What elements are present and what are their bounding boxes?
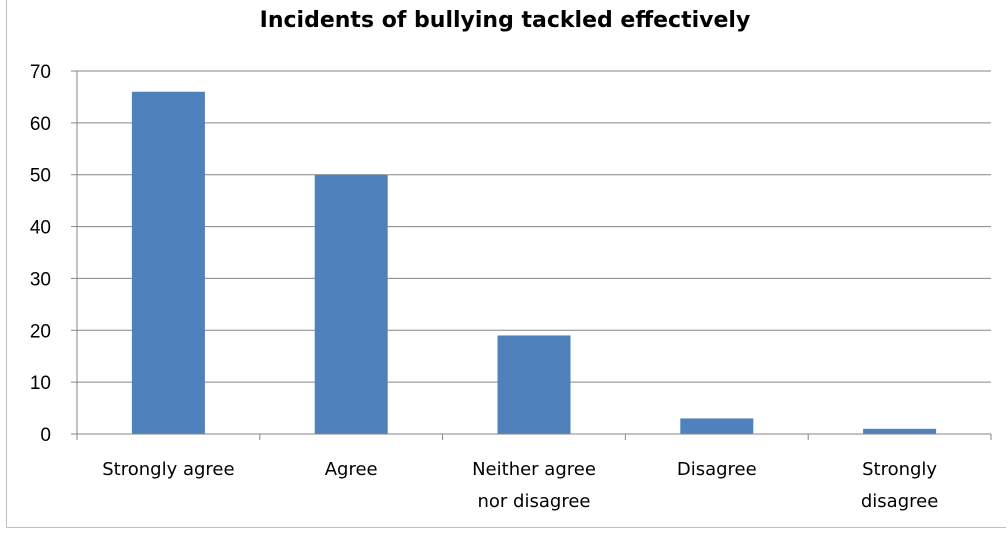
y-tick-label: 10: [30, 373, 51, 394]
x-category-label: Neither agree: [472, 459, 596, 480]
chart-title: Incidents of bullying tackled effectivel…: [260, 8, 751, 33]
x-category-label: Agree: [325, 459, 378, 480]
bar-strongly-agree: [131, 91, 205, 434]
x-category-label: nor disagree: [478, 491, 591, 512]
x-axis-category-labels: Strongly agree Agree Neither agree nor disa…: [102, 459, 938, 512]
y-tick-label: 60: [30, 114, 51, 135]
x-category-label: Strongly: [862, 459, 937, 480]
y-tick-label: 40: [30, 218, 51, 239]
x-category-label: disagree: [861, 491, 938, 512]
y-tick-label: 30: [30, 269, 51, 290]
y-tick-label: 0: [40, 425, 51, 446]
y-tick-label: 20: [30, 321, 51, 342]
bar-strongly-disagree: [863, 428, 937, 434]
y-tick-label: 70: [30, 62, 51, 83]
gridlines: [77, 70, 991, 383]
bar-agree: [314, 174, 388, 434]
y-axis-tick-labels: 0 10 20 30 40 50 60 70: [30, 62, 51, 446]
bars: [131, 91, 937, 434]
axes: [71, 70, 992, 440]
y-tick-label: 50: [30, 166, 51, 187]
bar-disagree: [680, 418, 754, 434]
x-category-label: Strongly agree: [102, 459, 234, 480]
x-category-label: Disagree: [677, 459, 757, 480]
chart-frame: Incidents of bullying tackled effectivel…: [6, 0, 1006, 528]
bar-neither-agree-nor-disagree: [497, 335, 571, 434]
